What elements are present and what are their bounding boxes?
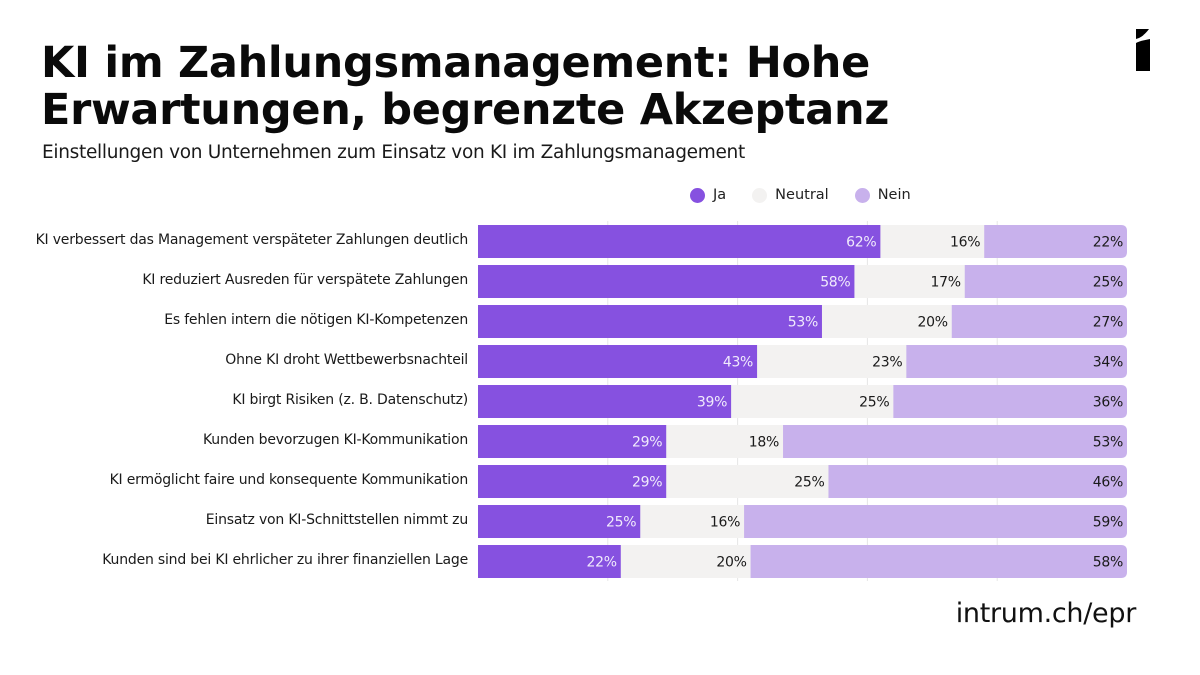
data-label-ja: 39% <box>697 395 727 411</box>
bar-segment-nein <box>951 305 1127 338</box>
legend-swatch-icon <box>690 187 705 203</box>
bar-segment-ja <box>478 305 823 338</box>
bar-segment-nein <box>964 265 1127 298</box>
category-label: KI birgt Risiken (z. B. Datenschutz) <box>232 392 468 408</box>
bar-segment-neutral <box>666 465 829 498</box>
bar-segment-ja <box>478 545 622 578</box>
legend-label: Neutral <box>775 187 829 203</box>
data-label-nein: 53% <box>1093 435 1123 451</box>
legend-swatch-icon <box>854 187 870 203</box>
intrum-logo-icon <box>1136 29 1150 71</box>
data-label-neutral: 17% <box>931 275 961 291</box>
data-label-neutral: 16% <box>950 235 980 251</box>
data-label-ja: 43% <box>723 355 753 371</box>
category-label: Ohne KI droht Wettbewerbsnachteil <box>225 352 468 368</box>
bar-segment-nein <box>744 505 1127 538</box>
chart-title-line-1: KI im Zahlungsmanagement: Hohe <box>41 38 870 88</box>
bar-segment-neutral <box>757 345 907 378</box>
bar-segment-ja <box>478 225 881 258</box>
bar-segment-nein <box>984 225 1127 258</box>
chart-title-line-2: Erwartungen, begrenzte Akzeptanz <box>41 85 890 135</box>
data-label-neutral: 18% <box>749 435 779 451</box>
bar-row: 25% 16% 59% <box>478 505 1127 538</box>
data-label-ja: 29% <box>632 475 662 491</box>
legend-label: Nein <box>877 187 911 203</box>
data-label-ja: 25% <box>606 515 636 531</box>
bar-row: 43% 23% 34% <box>478 345 1127 378</box>
bar-segment-ja <box>478 345 758 378</box>
bar-segment-nein <box>906 345 1127 378</box>
data-label-neutral: 20% <box>716 555 746 571</box>
data-label-nein: 58% <box>1093 555 1123 571</box>
category-label: KI verbessert das Management verspäteter… <box>35 232 469 248</box>
data-label-nein: 22% <box>1093 235 1123 251</box>
data-label-nein: 59% <box>1093 515 1123 531</box>
data-label-neutral: 16% <box>710 515 740 531</box>
data-label-nein: 34% <box>1093 355 1123 371</box>
legend-item-neutral: Neutral <box>752 187 829 203</box>
data-label-nein: 36% <box>1093 395 1123 411</box>
bar-row: 29% 25% 46% <box>478 465 1127 498</box>
bar-segment-ja <box>478 265 855 298</box>
bar-segment-ja <box>478 465 667 498</box>
legend-item-nein: Nein <box>854 187 911 203</box>
legend-item-ja: Ja <box>690 187 726 203</box>
bar-row: 39% 25% 36% <box>478 385 1127 418</box>
bar-segment-neutral <box>731 385 894 418</box>
data-label-nein: 25% <box>1093 275 1123 291</box>
data-label-ja: 58% <box>820 275 850 291</box>
bar-segment-ja <box>478 385 732 418</box>
data-label-neutral: 20% <box>918 315 948 331</box>
category-label: KI reduziert Ausreden für verspätete Zah… <box>142 272 468 288</box>
chart-legend: Ja Neutral Nein <box>690 187 937 203</box>
chart-title: KI im Zahlungsmanagement: Hohe Erwartung… <box>41 40 1041 134</box>
bar-segment-neutral <box>640 505 745 538</box>
bar-row: 29% 18% 53% <box>478 425 1127 458</box>
data-label-nein: 46% <box>1093 475 1123 491</box>
data-label-neutral: 25% <box>794 475 824 491</box>
footer-url[interactable]: intrum.ch/epr <box>955 598 1137 629</box>
data-label-ja: 62% <box>846 235 876 251</box>
bar-row: 53% 20% 27% <box>478 305 1127 338</box>
category-label: KI ermöglicht faire und konsequente Komm… <box>109 472 469 488</box>
legend-swatch-icon <box>752 187 768 203</box>
data-label-neutral: 25% <box>859 395 889 411</box>
bar-segment-nein <box>828 465 1127 498</box>
bar-row: 62% 16% 22% <box>478 225 1127 258</box>
bar-segment-neutral <box>666 425 784 458</box>
data-label-ja: 22% <box>587 555 617 571</box>
data-label-neutral: 23% <box>872 355 902 371</box>
bar-segment-ja <box>478 425 667 458</box>
data-label-nein: 27% <box>1093 315 1123 331</box>
bar-segment-neutral <box>854 265 966 298</box>
legend-label: Ja <box>713 187 727 203</box>
data-label-ja: 53% <box>788 315 818 331</box>
category-label: Kunden sind bei KI ehrlicher zu ihrer fi… <box>102 552 468 568</box>
bar-segment-nein <box>893 385 1127 418</box>
bar-segment-ja <box>478 505 641 538</box>
bar-row: 22% 20% 58% <box>478 545 1127 578</box>
bar-row: 58% 17% 25% <box>478 265 1127 298</box>
category-label: Einsatz von KI-Schnittstellen nimmt zu <box>205 512 468 528</box>
bar-segment-nein <box>750 545 1127 578</box>
bar-segment-neutral <box>880 225 985 258</box>
bar-segment-nein <box>783 425 1127 458</box>
data-label-ja: 29% <box>632 435 662 451</box>
bar-segment-neutral <box>620 545 752 578</box>
bar-segment-neutral <box>821 305 953 338</box>
category-label: Es fehlen intern die nötigen KI-Kompeten… <box>164 312 468 328</box>
category-label: Kunden bevorzugen KI-Kommunikation <box>203 432 468 448</box>
chart-subtitle: Einstellungen von Unternehmen zum Einsat… <box>42 142 745 163</box>
